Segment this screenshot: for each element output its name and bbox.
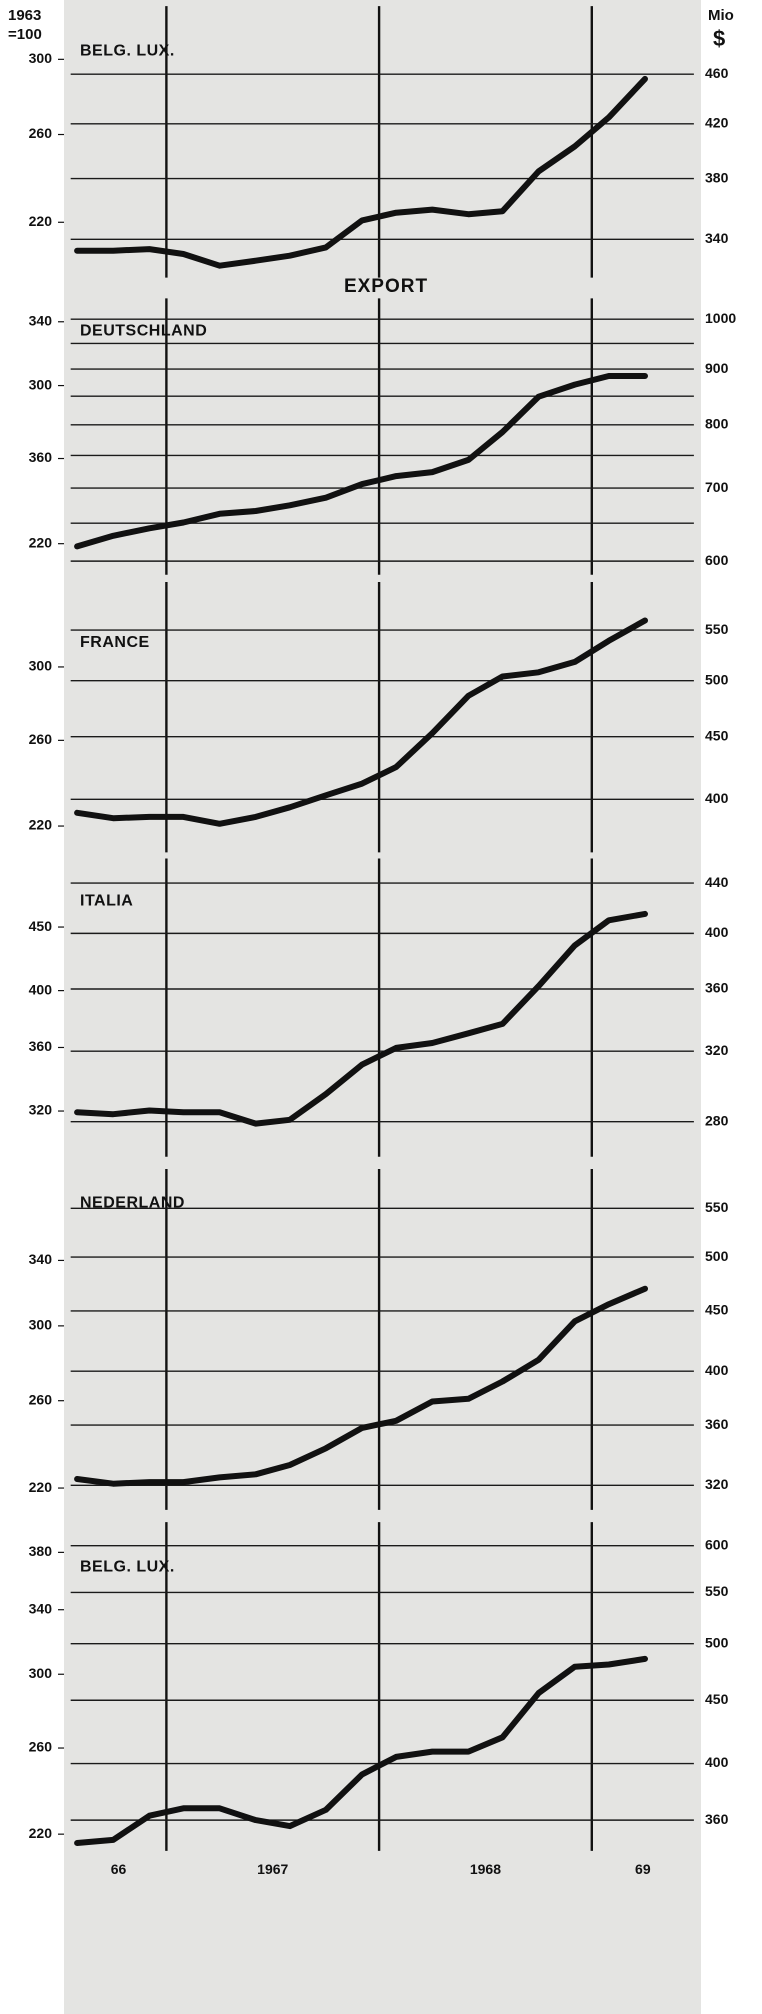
y2-tick-label: 440	[705, 874, 729, 890]
y-tick-label: 300	[29, 1317, 53, 1333]
section-title: EXPORT	[344, 276, 428, 297]
y2-tick-label: 1000	[705, 310, 736, 326]
y2-tick-label: 550	[705, 621, 729, 637]
y-tick-label: 220	[29, 213, 53, 229]
y-tick-label: 260	[29, 731, 53, 747]
paper-background	[64, 0, 701, 2014]
data-line	[74, 617, 648, 827]
y-tick-label: 260	[29, 125, 53, 141]
y-tick-label: 340	[29, 312, 53, 328]
y2-tick-label: 340	[705, 230, 729, 246]
y2-tick-label: 320	[705, 1476, 729, 1492]
panel-title: ITALIA	[80, 892, 133, 909]
y-tick-label: 340	[29, 1600, 53, 1616]
data-line	[74, 1655, 648, 1846]
index-label: =100	[8, 26, 42, 43]
panel-title: DEUTSCHLAND	[80, 322, 207, 339]
x-tick-label: 69	[635, 1861, 651, 1877]
y2-tick-label: 550	[705, 1199, 729, 1215]
y2-tick-label: 900	[705, 360, 729, 376]
y-tick-label: 380	[29, 1543, 53, 1559]
y2-tick-label: 400	[705, 924, 729, 940]
y2-tick-label: 420	[705, 115, 729, 131]
y2-tick-label: 500	[705, 1248, 729, 1264]
y-tick-label: 360	[29, 1038, 53, 1054]
y-tick-label: 340	[29, 1251, 53, 1267]
y2-tick-label: 600	[705, 1536, 729, 1552]
y-tick-label: 260	[29, 1391, 53, 1407]
y-tick-label: 220	[29, 1825, 53, 1841]
panel-title: BELG. LUX.	[80, 1558, 175, 1575]
y2-tick-label: 500	[705, 1634, 729, 1650]
y-tick-label: 320	[29, 1102, 53, 1118]
panel-title: FRANCE	[80, 634, 150, 651]
panel-title: NEDERLAND	[80, 1194, 185, 1211]
y2-tick-label: 400	[705, 790, 729, 806]
y-tick-label: 220	[29, 817, 53, 833]
y2-tick-label: 400	[705, 1754, 729, 1770]
data-line	[74, 373, 648, 550]
y-tick-label: 360	[29, 449, 53, 465]
y2-tick-label: 800	[705, 416, 729, 432]
y2-tick-label: 550	[705, 1583, 729, 1599]
y2-tick-label: 500	[705, 671, 729, 687]
y2-tick-label: 380	[705, 169, 729, 185]
x-tick-label: 1968	[470, 1861, 501, 1877]
unit-label: Mio	[708, 7, 734, 24]
data-line	[74, 910, 648, 1127]
y-tick-label: 300	[29, 50, 53, 66]
y2-tick-label: 400	[705, 1362, 729, 1378]
index-label: 1963	[8, 7, 41, 24]
y-tick-label: 220	[29, 534, 53, 550]
y2-tick-label: 450	[705, 1302, 729, 1318]
y2-tick-label: 280	[705, 1112, 729, 1128]
y2-tick-label: 460	[705, 65, 729, 81]
unit-label: $	[713, 26, 725, 51]
data-line	[74, 1285, 648, 1487]
y-tick-label: 300	[29, 658, 53, 674]
x-tick-label: 66	[111, 1861, 127, 1877]
y2-tick-label: 450	[705, 1691, 729, 1707]
y2-tick-label: 360	[705, 980, 729, 996]
panel-title: BELG. LUX.	[80, 42, 175, 59]
y2-tick-label: 360	[705, 1416, 729, 1432]
y2-tick-label: 360	[705, 1811, 729, 1827]
y2-tick-label: 700	[705, 479, 729, 495]
y2-tick-label: 450	[705, 727, 729, 743]
y-tick-label: 450	[29, 918, 53, 934]
y-tick-label: 300	[29, 1665, 53, 1681]
data-line	[74, 75, 648, 269]
y2-tick-label: 600	[705, 552, 729, 568]
y2-tick-label: 320	[705, 1042, 729, 1058]
y-tick-label: 300	[29, 376, 53, 392]
x-tick-label: 1967	[257, 1861, 288, 1877]
y-tick-label: 260	[29, 1739, 53, 1755]
y-tick-label: 400	[29, 981, 53, 997]
y-tick-label: 220	[29, 1479, 53, 1495]
